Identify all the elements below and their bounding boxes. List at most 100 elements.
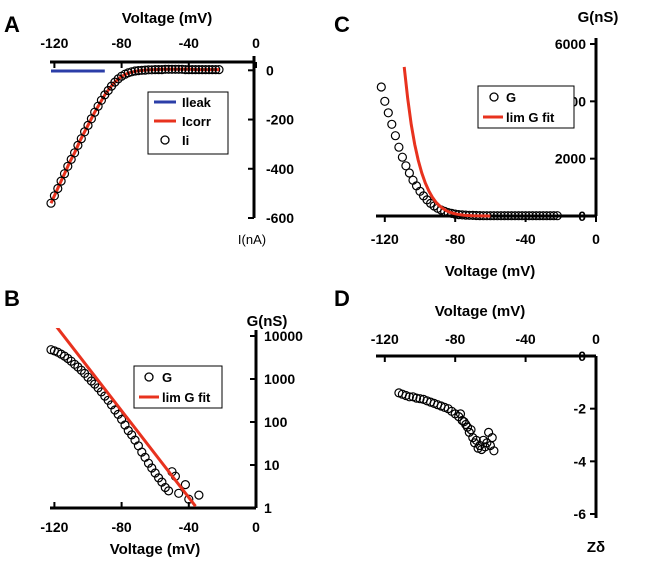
panel-a: Voltage (mV) I(nA) -120 -80 -40 00-200-400-… <box>40 10 294 247</box>
panel-a-data-point <box>143 65 154 75</box>
panel-a-data-point <box>140 65 150 75</box>
panel-c-data-point <box>531 211 541 221</box>
panel-a-x-axis-title: Voltage (mV) <box>122 10 213 27</box>
panel-a-y-axis-title: I(nA) <box>238 232 266 247</box>
panel-a-legend: Ileak Icorr Ii <box>147 91 229 155</box>
panel-a-data-point <box>197 64 207 75</box>
panel-d-x-tick-label: -80 <box>445 331 465 347</box>
panel-a-data-point <box>177 64 187 74</box>
panel-c-data-point <box>397 152 407 162</box>
panel-c-data-point <box>380 96 390 106</box>
panel-a-data-point <box>147 65 157 75</box>
panel-a-data-point <box>130 66 140 76</box>
panel-c-data-point <box>545 211 555 221</box>
panel-d-y-tick-label: 0 <box>578 348 586 364</box>
panel-d-x-tick-label: -40 <box>515 331 535 347</box>
panel-a-data-point <box>46 198 56 208</box>
panel-b-data-point <box>194 490 204 500</box>
panel-b-x-tick-label: -40 <box>179 519 199 535</box>
panel-b-legend: G lim G fit <box>133 365 223 409</box>
panel-d-plot-area: -120 -80 -40 00 -2 -4 -6 <box>371 331 600 522</box>
panel-c-y-tick-label: 6000 <box>555 36 586 52</box>
panel-b-y-axis-title: G(nS) <box>247 313 288 330</box>
panel-d-data-point <box>489 446 499 456</box>
panel-c-y-tick-label: 0 <box>578 208 586 224</box>
panel-a-data-point <box>150 64 160 75</box>
panel-b-data-point <box>76 365 86 375</box>
panel-d-data-point <box>487 433 497 443</box>
panel-a-data-point <box>137 65 147 75</box>
panel-a-y-tick-label: -400 <box>266 161 294 177</box>
panel-a-data-point <box>214 64 224 75</box>
panel-d-y-tick-label: -4 <box>574 453 587 469</box>
panel-c-data-point <box>376 82 386 92</box>
panel-a-data-point <box>133 65 143 76</box>
panel-d-y-tick-label: -2 <box>574 401 587 417</box>
panel-a-y-tick-label: -600 <box>266 210 294 226</box>
panel-d-data-point <box>404 392 414 402</box>
panel-a-data-point <box>167 64 177 74</box>
panel-c-data-point <box>503 211 513 221</box>
panel-a-plot-area: -120 -80 -40 00-200-400-600 <box>40 35 294 226</box>
panel-c-data-point <box>394 142 404 152</box>
panel-a-y-tick-label: 0 <box>266 62 274 78</box>
panel-c-data-point <box>535 211 545 221</box>
panel-a-data-point <box>211 64 221 75</box>
panel-label-d: D <box>334 286 350 311</box>
panel-a-data-point <box>187 64 197 75</box>
panel-a-data-point <box>170 64 180 74</box>
panel-a-y-tick-label: -200 <box>266 112 294 128</box>
panel-a-data-point <box>157 64 167 75</box>
legend-lim-g-fit-label: lim G fit <box>506 110 555 125</box>
panel-a-x-tick-label: -40 <box>179 35 199 51</box>
legend-lim-g-fit-label: lim G fit <box>162 390 211 405</box>
panel-b-series-lim-g-fit-line <box>55 328 197 508</box>
panel-c-data-point <box>520 211 531 221</box>
panel-b-y-tick-label: 100 <box>264 414 288 430</box>
panel-a-data-point <box>180 64 190 75</box>
panel-c-series-lim-g-fit-line <box>402 66 491 218</box>
panel-a-data-point <box>184 64 194 75</box>
panel-c-x-tick-label: -120 <box>371 231 399 247</box>
panel-c-data-point <box>538 211 548 221</box>
panel-a-data-point <box>204 64 214 75</box>
panel-b-y-tick-label: 1000 <box>264 371 295 387</box>
panel-b-plot-area: -120 -80 -40 0 10000 1000 100 10 1 <box>40 328 303 535</box>
panel-c-x-tick-label: -40 <box>515 231 535 247</box>
panel-b-data-point <box>174 488 184 498</box>
panel-c-legend: G lim G fit <box>477 85 575 129</box>
panel-c-data-point <box>496 211 506 221</box>
panel-a-data-point <box>49 191 60 201</box>
panel-c-data-point <box>527 211 538 221</box>
panel-c-data-point <box>499 211 510 221</box>
legend-icorr-label: Icorr <box>182 114 211 129</box>
panel-b: G(nS) Voltage (mV) -120 -80 -40 0 10000 1000 1… <box>40 313 303 558</box>
panel-c-data-point <box>524 211 534 221</box>
panel-c-data-point <box>513 211 524 221</box>
panel-b-y-tick-label: 1 <box>264 500 272 516</box>
panel-d: Voltage (mV) Zδ -120 -80 -40 00 -2 -4 -6 <box>371 303 605 556</box>
panel-b-y-tick-label: 10 <box>264 457 280 473</box>
panel-c-y-axis-title: G(nS) <box>578 9 619 26</box>
panel-b-x-tick-label: 0 <box>252 519 260 535</box>
legend-g-swatch <box>489 92 499 102</box>
panel-a-data-point <box>69 148 80 158</box>
panel-a-data-point <box>53 183 63 194</box>
panel-b-data-point <box>164 486 174 496</box>
panel-c-x-axis-title: Voltage (mV) <box>445 263 536 280</box>
panel-d-data-point <box>455 409 466 419</box>
panel-b-data-point <box>86 376 97 386</box>
panel-c-data-point <box>552 211 562 221</box>
panel-b-x-axis-title: Voltage (mV) <box>110 541 201 558</box>
panel-c-x-tick-label: 0 <box>592 231 600 247</box>
legend-g-label: G <box>162 370 172 385</box>
panel-b-y-tick-label: 10000 <box>264 328 303 344</box>
panel-a-data-point <box>194 64 204 75</box>
panel-a-data-point <box>164 64 174 74</box>
panel-c-data-point <box>542 211 552 221</box>
panel-c-data-point <box>492 211 502 221</box>
panel-c-data-point <box>401 161 411 171</box>
panel-b-data-point <box>143 458 154 468</box>
panel-d-data-point <box>411 393 422 403</box>
panel-d-y-tick-label: -6 <box>574 506 587 522</box>
